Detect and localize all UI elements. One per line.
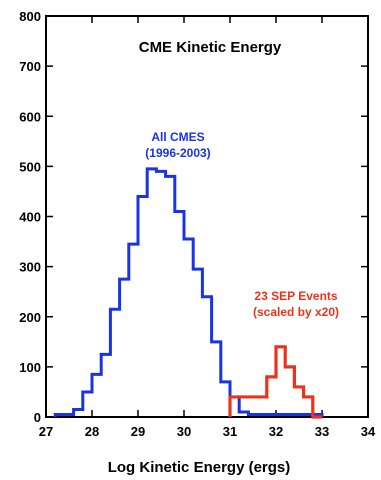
series-label-sep-line1: 23 SEP Events <box>254 289 337 303</box>
x-tick-label: 29 <box>131 424 145 439</box>
x-tick-label: 34 <box>361 424 376 439</box>
y-tick-label: 200 <box>19 310 41 325</box>
x-tick-label: 30 <box>177 424 191 439</box>
histogram-sep-events <box>228 345 322 419</box>
y-tick-label: 700 <box>19 59 41 74</box>
y-tick-label: 300 <box>19 260 41 275</box>
x-tick-labels: 27 28 29 30 31 32 33 34 <box>39 424 376 439</box>
x-tick-label: 33 <box>315 424 329 439</box>
x-axis-label: Log Kinetic Energy (ergs) <box>108 459 291 476</box>
series-layer <box>53 167 324 419</box>
histogram-all-cmes <box>53 167 324 417</box>
series-label-all-cmes-line2: (1996-2003) <box>145 146 210 160</box>
y-tick-label: 600 <box>19 109 41 124</box>
y-tick-label: 500 <box>19 159 41 174</box>
y-tick-labels: 0 100 200 300 400 500 600 700 800 <box>19 9 41 425</box>
x-tick-label: 31 <box>223 424 237 439</box>
y-tick-label: 800 <box>19 9 41 24</box>
x-tick-label: 27 <box>39 424 53 439</box>
series-label-sep-line2: (scaled by x20) <box>253 305 339 319</box>
y-tick-label: 400 <box>19 210 41 225</box>
plot-frame <box>45 15 369 418</box>
x-tick-label: 32 <box>269 424 283 439</box>
chart-title: CME Kinetic Energy <box>139 39 282 56</box>
series-label-all-cmes-line1: All CMES <box>151 130 204 144</box>
x-tick-label: 28 <box>85 424 99 439</box>
y-tick-label: 100 <box>19 360 41 375</box>
y-tick-label: 0 <box>34 410 41 425</box>
tick-marks <box>45 15 369 418</box>
